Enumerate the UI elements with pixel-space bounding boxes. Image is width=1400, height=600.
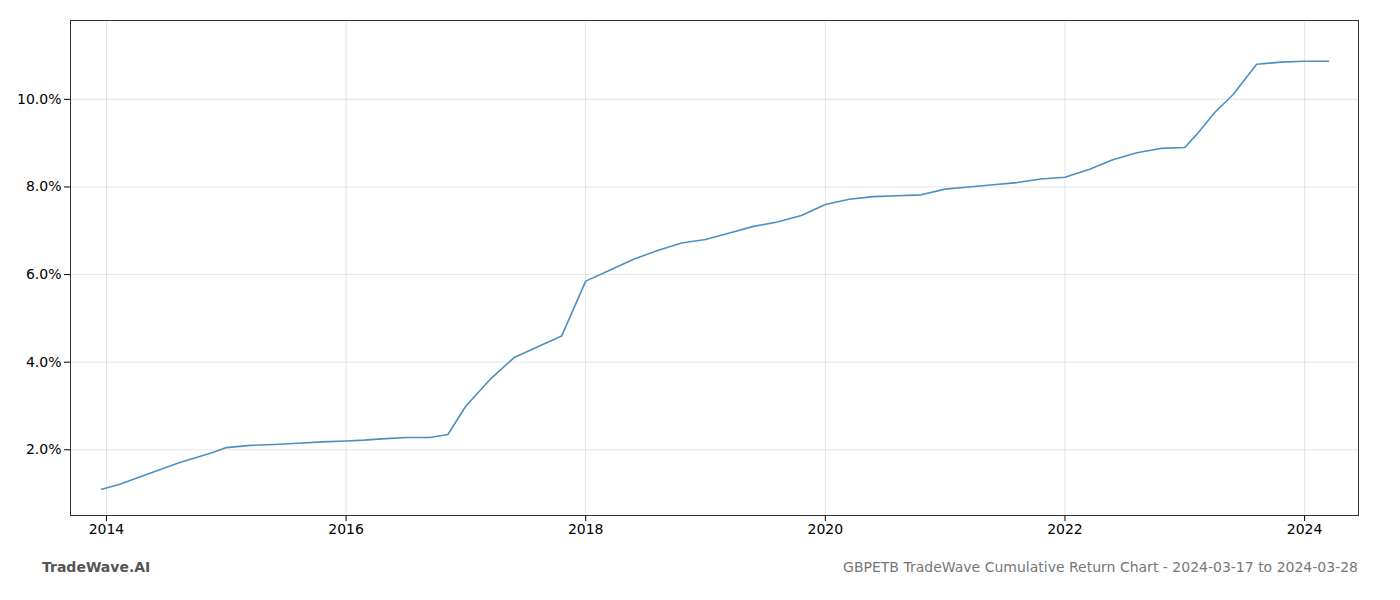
svg-text:10.0%: 10.0% xyxy=(17,91,61,107)
svg-text:6.0%: 6.0% xyxy=(26,266,62,282)
svg-text:2022: 2022 xyxy=(1047,521,1083,537)
svg-text:2.0%: 2.0% xyxy=(26,441,62,457)
svg-text:8.0%: 8.0% xyxy=(26,178,62,194)
html-text:TradeWave.AI: TradeWave.AI xyxy=(42,559,151,575)
svg-text:2020: 2020 xyxy=(808,521,844,537)
svg-text:2014: 2014 xyxy=(89,521,125,537)
svg-text:2016: 2016 xyxy=(328,521,364,537)
svg-text:4.0%: 4.0% xyxy=(26,354,62,370)
svg-text:2024: 2024 xyxy=(1287,521,1323,537)
html-text:GBPETB TradeWave Cumulative Re: GBPETB TradeWave Cumulative Return Chart… xyxy=(843,559,1358,575)
svg-text:2018: 2018 xyxy=(568,521,604,537)
